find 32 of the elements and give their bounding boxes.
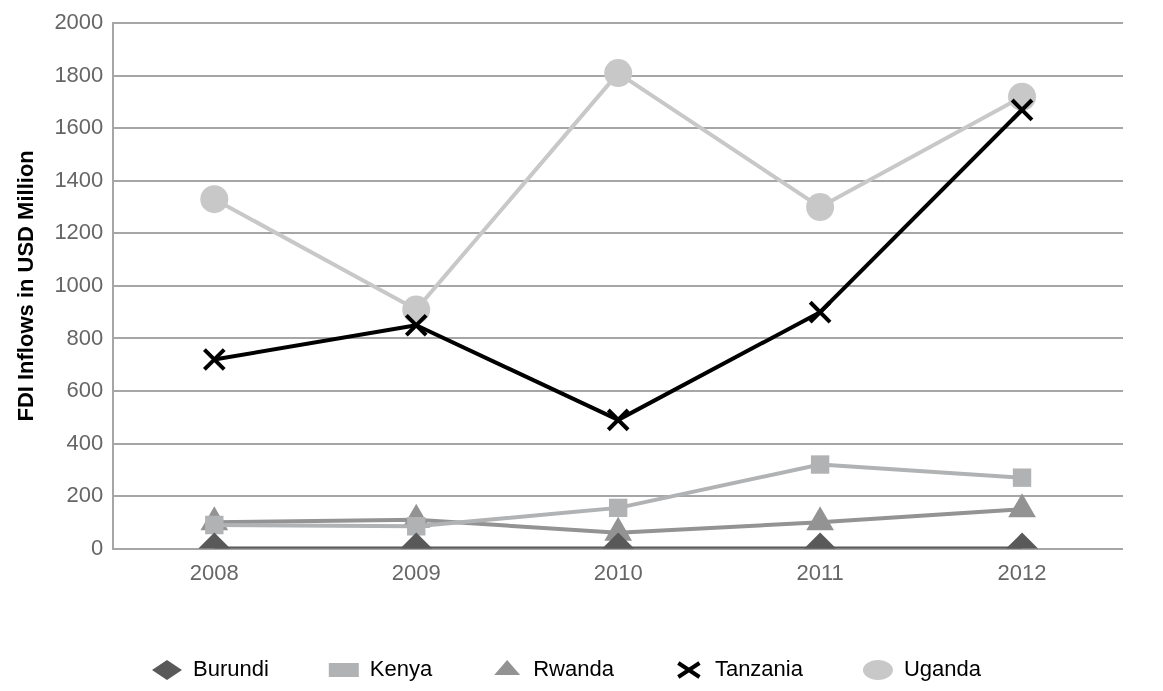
- x-tick-label: 2012: [997, 559, 1047, 585]
- x-tick-label: 2010: [593, 559, 643, 585]
- y-tick-label: 1800: [54, 61, 104, 87]
- point: [604, 59, 633, 88]
- point: [1008, 493, 1036, 518]
- point: [200, 185, 229, 214]
- y-axis-title: FDI Inflows in USD Million: [13, 150, 39, 422]
- y-tick-label: 200: [66, 482, 104, 508]
- legend-label: Kenya: [369, 656, 433, 682]
- y-tick-label: 1000: [54, 271, 104, 297]
- legend-label: Rwanda: [533, 656, 615, 682]
- y-tick-label: 1200: [54, 219, 104, 245]
- y-tick-label: 400: [66, 429, 104, 455]
- y-tick-label: 0: [91, 534, 104, 560]
- y-tick-label: 600: [66, 377, 104, 403]
- y-tick-label: 1600: [54, 114, 104, 140]
- x-tick-label: 2008: [189, 559, 239, 585]
- legend-label: Uganda: [903, 656, 982, 682]
- point: [808, 300, 832, 325]
- y-tick-label: 2000: [54, 9, 104, 35]
- x-tick-label: 2011: [796, 559, 844, 585]
- point: [202, 347, 227, 372]
- y-tick-label: 800: [66, 324, 104, 350]
- legend-label: Tanzania: [714, 656, 804, 682]
- y-tick-label: 1400: [54, 166, 104, 192]
- point: [806, 193, 835, 222]
- point: [606, 407, 631, 432]
- point: [806, 506, 834, 531]
- x-tick-label: 2009: [391, 559, 441, 585]
- legend-label: Burundi: [192, 656, 269, 682]
- point: [1010, 97, 1034, 122]
- point: [404, 313, 429, 338]
